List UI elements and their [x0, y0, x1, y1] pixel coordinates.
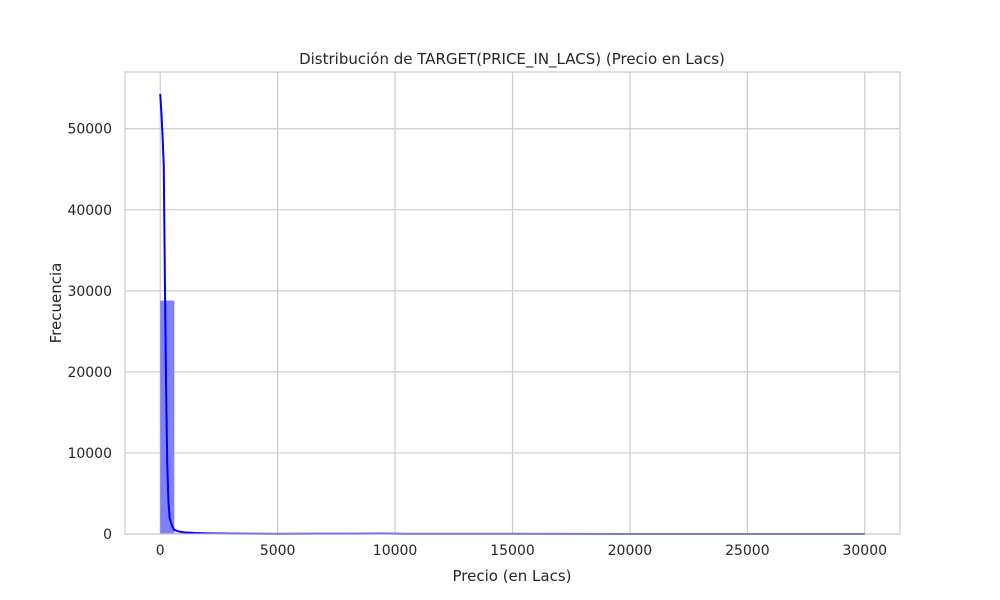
plot-frame	[124, 71, 901, 535]
y-axis-label: Frecuencia	[47, 263, 65, 344]
chart-title: Distribución de TARGET(PRICE_IN_LACS) (P…	[299, 50, 725, 69]
y-tick-label: 0	[103, 527, 112, 543]
y-tick-label: 40000	[67, 203, 112, 219]
x-tick-label: 10000	[373, 543, 418, 559]
y-tick-label: 50000	[67, 122, 112, 138]
x-tick-label: 5000	[260, 543, 296, 559]
x-tick-label: 25000	[725, 543, 770, 559]
y-tick-label: 30000	[67, 284, 112, 300]
x-axis-label: Precio (en Lacs)	[452, 567, 571, 585]
x-tick-label: 20000	[608, 543, 653, 559]
y-tick-label: 20000	[67, 365, 112, 381]
x-tick-label: 0	[156, 543, 165, 559]
y-tick-label: 10000	[67, 446, 112, 462]
y-tick-labels: 0 10000 20000 30000 40000 50000	[67, 122, 112, 543]
x-tick-labels: 0 5000 10000 15000 20000 25000 30000	[156, 543, 887, 559]
x-tick-label: 30000	[842, 543, 887, 559]
x-tick-label: 15000	[490, 543, 535, 559]
